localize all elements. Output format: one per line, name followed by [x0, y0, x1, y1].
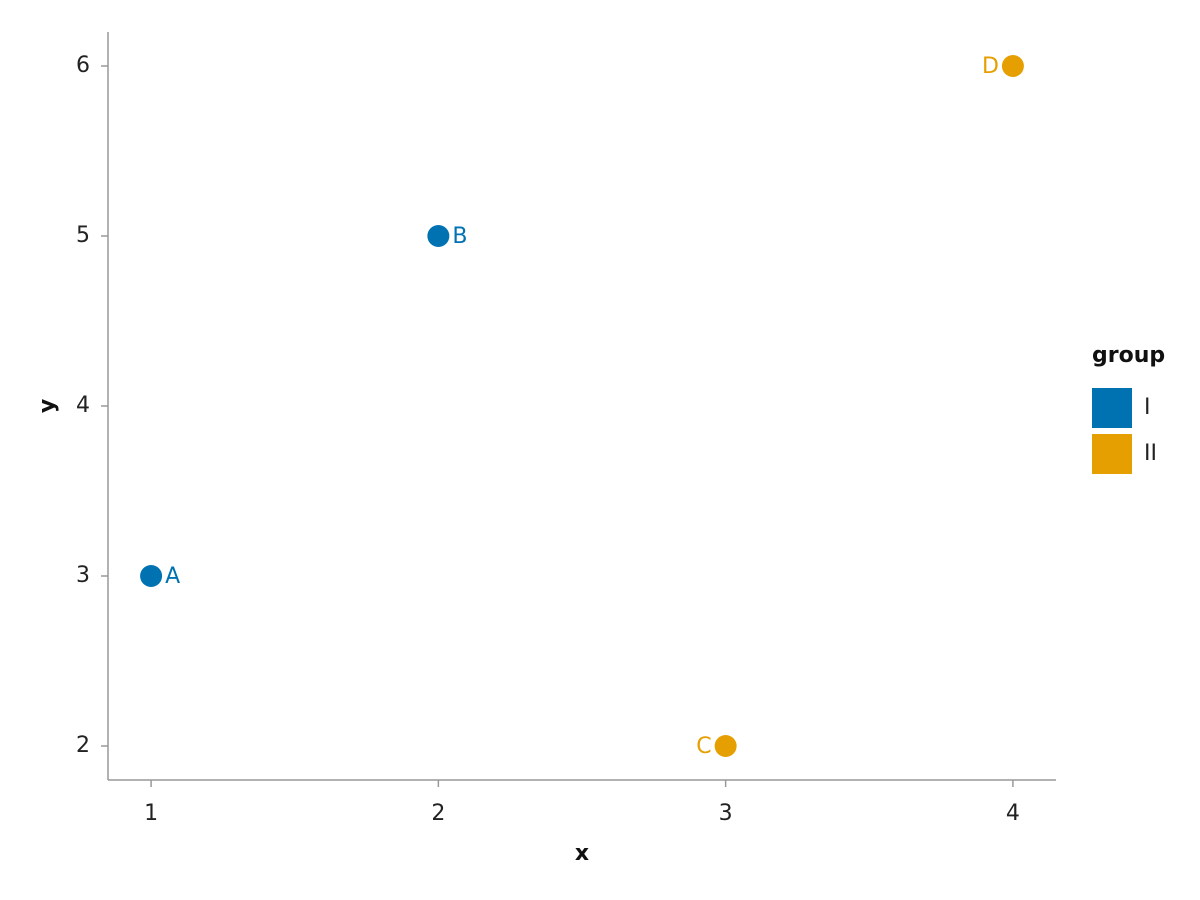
point	[714, 735, 737, 757]
x-tick-label: 4	[1006, 801, 1020, 826]
y-tick-label: 3	[76, 563, 90, 588]
point-label: D	[982, 54, 999, 79]
x-tick-label: 2	[431, 801, 445, 826]
legend-label: I	[1144, 395, 1151, 420]
y-tick-label: 4	[76, 393, 90, 418]
legend-label: II	[1144, 441, 1157, 466]
y-tick-label: 5	[76, 223, 90, 248]
point	[140, 565, 163, 587]
x-axis-label: x	[575, 841, 589, 866]
point	[1001, 55, 1024, 77]
y-tick-label: 6	[76, 53, 90, 78]
point	[427, 225, 450, 247]
legend-title: group	[1092, 343, 1165, 368]
legend-swatch	[1092, 388, 1132, 428]
legend-swatch	[1092, 434, 1132, 474]
x-tick-label: 1	[144, 801, 158, 826]
point-label: B	[452, 224, 467, 249]
x-tick-label: 3	[719, 801, 733, 826]
y-tick-label: 2	[76, 733, 90, 758]
point-label: C	[696, 734, 711, 759]
point-label: A	[165, 564, 180, 589]
y-axis-label: y	[35, 399, 60, 413]
